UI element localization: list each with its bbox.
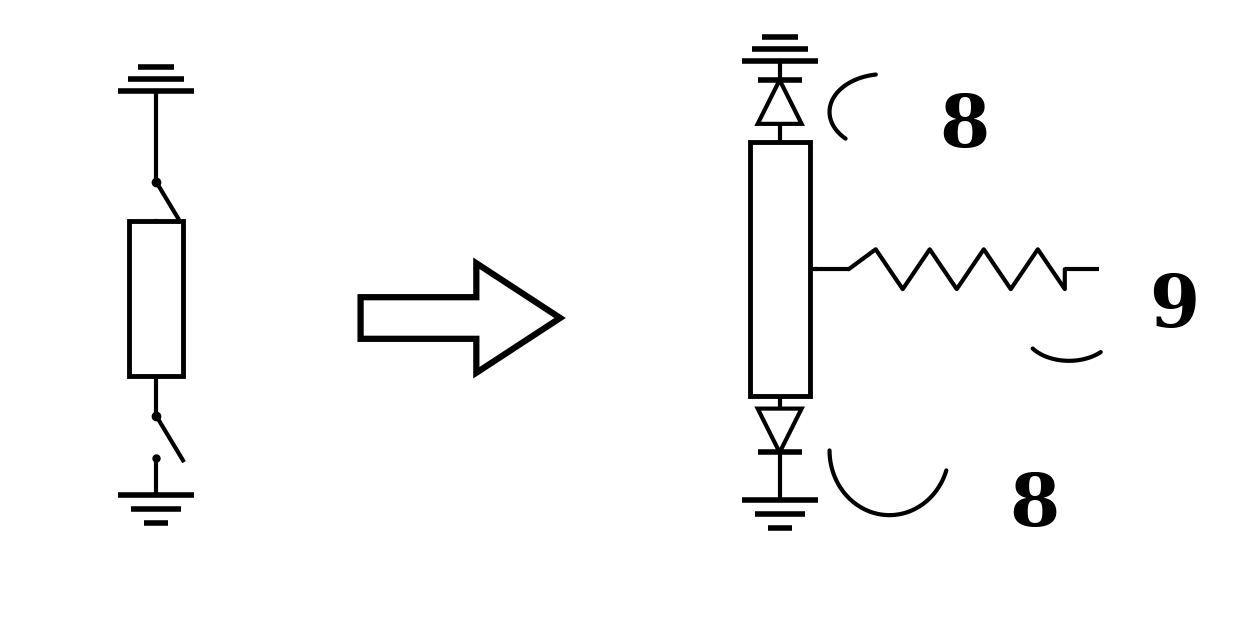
Text: 9: 9 [1148,270,1199,342]
Polygon shape [361,263,560,373]
Bar [750,142,810,396]
Text: 8: 8 [939,92,990,162]
Polygon shape [758,80,801,124]
Bar [129,221,184,376]
Polygon shape [758,408,801,452]
Text: 8: 8 [1009,469,1059,541]
